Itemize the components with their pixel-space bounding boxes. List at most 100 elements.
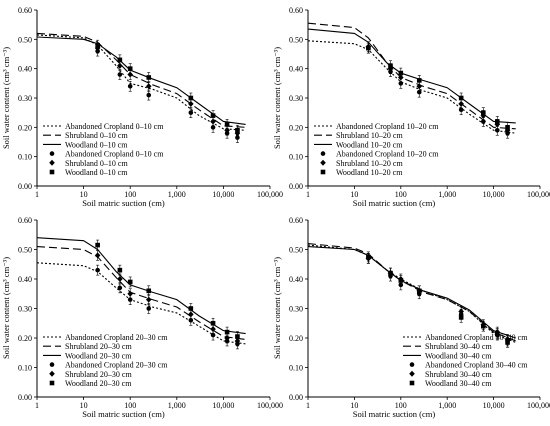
data-point-square	[224, 329, 230, 335]
fit-curve-3	[307, 246, 516, 339]
x-axis-title: Soil matric suction (cm)	[353, 198, 436, 208]
x-tick-label: 100	[395, 401, 407, 410]
data-point-diamond	[94, 252, 101, 259]
legend-label: Shrubland 30–40 cm	[425, 342, 492, 351]
x-tick-label: 1,000	[438, 401, 456, 410]
fit-curve-3	[36, 237, 246, 335]
data-point-square	[366, 254, 371, 260]
data-point-square	[127, 279, 133, 285]
x-tick-label: 10	[350, 401, 358, 410]
x-tick-label: 100,000	[527, 401, 550, 410]
data-point-square	[117, 267, 123, 273]
legend-label: Shrubland 10–20 cm	[336, 131, 403, 140]
legend-marker	[49, 380, 55, 386]
data-point-square	[458, 315, 464, 320]
x-tick-label: 10,000	[483, 401, 505, 410]
data-point-diamond	[188, 311, 194, 318]
data-point-square	[398, 70, 404, 76]
x-tick-label: 100,000	[257, 190, 283, 199]
data-point-square	[416, 288, 422, 294]
y-tick-label: 0.00	[289, 393, 303, 402]
y-tick-label: 0.10	[18, 364, 32, 373]
data-point-square	[505, 125, 510, 130]
data-point-circle	[127, 83, 133, 89]
data-point-square	[95, 42, 100, 48]
x-tick-label: 10	[350, 190, 358, 199]
fit-curve-3	[307, 28, 516, 124]
legend-label: Woodland 10–20 cm	[336, 140, 403, 149]
data-point-square	[458, 95, 464, 101]
data-point-square	[146, 75, 152, 80]
legend-label: Woodland 0–10 cm	[65, 168, 128, 177]
y-tick-label: 0.20	[18, 334, 32, 343]
data-point-circle	[146, 92, 152, 98]
data-point-square	[210, 320, 216, 326]
data-point-square	[388, 270, 393, 276]
y-tick-label: 0.60	[289, 6, 303, 15]
y-tick-label: 0.10	[289, 153, 303, 162]
legend-label: Woodland 0–10 cm	[65, 140, 128, 149]
x-tick-label: 1	[306, 401, 310, 410]
y-tick-label: 0.50	[18, 35, 32, 44]
x-tick-label: 10	[80, 190, 88, 199]
data-point-diamond	[127, 290, 133, 297]
x-tick-label: 1	[35, 190, 39, 199]
y-tick-label: 0.30	[18, 305, 32, 314]
x-tick-label: 100,000	[257, 401, 283, 410]
legend-marker	[49, 151, 55, 156]
data-point-square	[210, 113, 216, 118]
legend-label: Woodland 30–40 cm	[425, 351, 492, 360]
fit-curve-1	[36, 34, 246, 131]
y-axis-title: Soil water content (cm³ cm⁻³)	[272, 257, 282, 359]
legend-marker	[49, 159, 55, 166]
y-tick-label: 0.30	[18, 94, 32, 103]
fit-curve-1	[307, 40, 516, 134]
data-point-square	[117, 57, 123, 63]
data-point-square	[388, 63, 393, 69]
legend-marker	[49, 362, 55, 367]
x-tick-label: 1	[35, 401, 39, 410]
legend-label: Shrubland 0–10 cm	[65, 131, 128, 140]
x-axis-title: Soil matric suction (cm)	[82, 198, 165, 208]
data-point-diamond	[117, 62, 123, 69]
legend-label: Shrubland 20–30 cm	[65, 370, 132, 379]
y-tick-label: 0.40	[289, 275, 303, 284]
legend-label: Shrubland 0–10 cm	[65, 159, 128, 168]
x-tick-label: 10	[80, 401, 88, 410]
data-point-circle	[146, 306, 152, 311]
y-axis-title: Soil water content (cm³ cm⁻³)	[1, 257, 11, 359]
legend-marker	[409, 362, 415, 367]
y-tick-label: 0.50	[289, 246, 303, 255]
legend-marker	[320, 169, 326, 175]
y-tick-label: 0.40	[289, 65, 303, 74]
y-tick-label: 0.50	[289, 35, 303, 44]
data-point-square	[235, 334, 240, 339]
legend-label: Shrubland 10–20 cm	[336, 159, 403, 168]
data-point-square	[416, 78, 422, 83]
data-point-diamond	[458, 308, 464, 315]
x-tick-label: 100	[395, 190, 407, 199]
x-axis-title: Soil matric suction (cm)	[353, 409, 436, 419]
data-point-square	[398, 278, 404, 283]
x-tick-label: 100	[124, 190, 136, 199]
legend-label: Woodland 20–30 cm	[65, 379, 132, 388]
legend-label: Woodland 30–40 cm	[425, 379, 492, 388]
y-tick-label: 0.20	[289, 334, 303, 343]
legend-label: Abandoned Cropland 0–10 cm	[65, 150, 164, 159]
x-tick-label: 1	[306, 190, 310, 199]
fit-curve-2	[36, 246, 246, 341]
legend-marker	[49, 370, 55, 377]
data-point-square	[481, 110, 486, 115]
y-tick-label: 0.30	[289, 305, 303, 314]
y-axis-title: Soil water content (cm³ cm⁻³)	[272, 47, 282, 149]
x-tick-label: 100	[124, 401, 136, 410]
data-point-diamond	[210, 326, 216, 333]
y-tick-label: 0.40	[18, 275, 32, 284]
x-tick-label: 10,000	[483, 190, 505, 199]
data-point-diamond	[127, 71, 133, 78]
y-tick-label: 0.10	[18, 153, 32, 162]
y-tick-label: 0.00	[18, 182, 32, 191]
data-point-square	[494, 331, 500, 336]
legend-label: Abandoned Cropland 10–20 cm	[336, 150, 439, 159]
